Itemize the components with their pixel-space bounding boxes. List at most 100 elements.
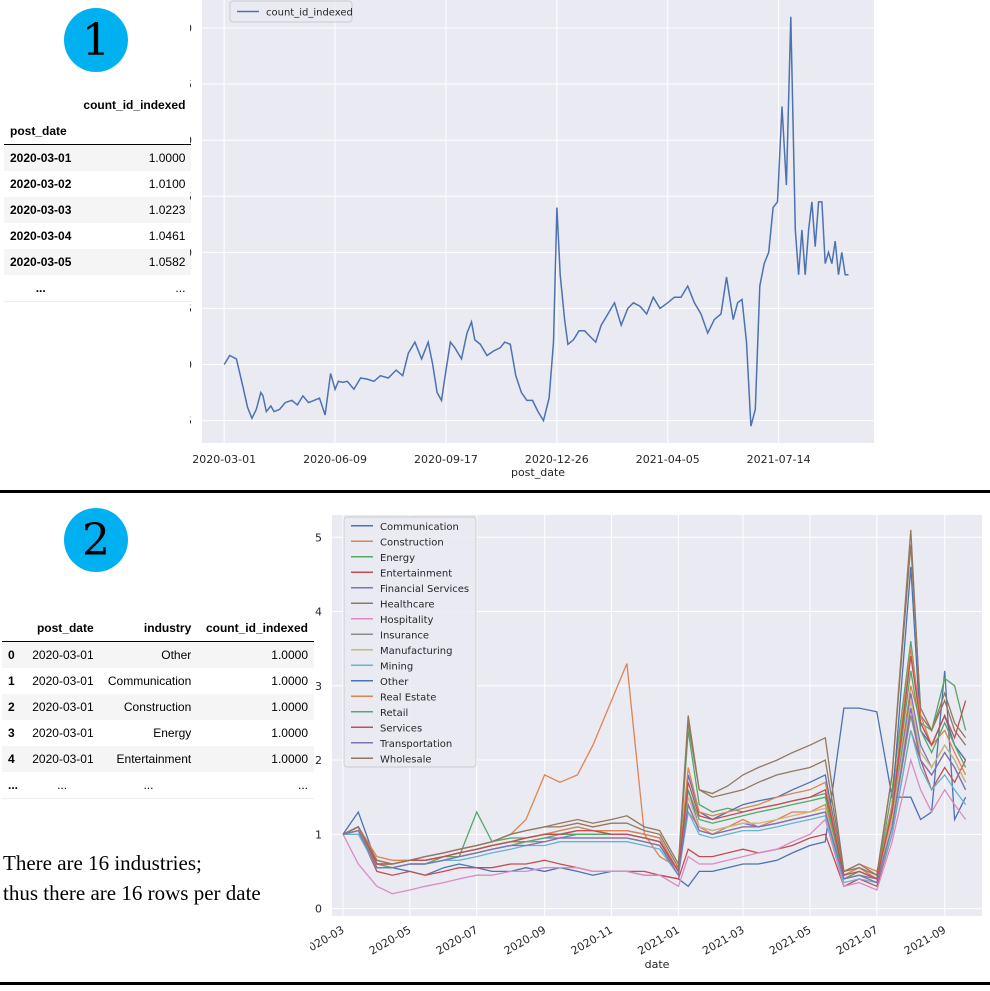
ellipsis-cell: ... (2, 772, 25, 799)
panel-1: 1 count_id_indexed post_date 2020-03-01 1… (0, 0, 990, 490)
legend-label: Entertainment (380, 568, 452, 579)
row-value: 1.0000 (197, 642, 314, 669)
row-date: 2020-03-03 (4, 197, 77, 223)
row-value: 1.0000 (197, 746, 314, 772)
x-tick-label: 2021-01 (636, 923, 682, 957)
df1-index-header: post_date (4, 118, 77, 145)
table-row-ellipsis: ... ... (4, 275, 191, 302)
row-date: 2020-03-01 (25, 694, 100, 720)
row-value: 1.0000 (197, 668, 314, 694)
row-index: 3 (2, 720, 25, 746)
legend-label: Construction (380, 537, 444, 548)
note-line-1: There are 16 industries; (3, 848, 261, 878)
legend-label: Wholesale (380, 754, 432, 765)
row-date: 2020-03-01 (25, 668, 100, 694)
y-tick-label: 4 (315, 606, 322, 619)
y-tick-label: 2.5 (190, 190, 192, 203)
x-tick-label: 2020-03 (310, 923, 346, 957)
table-row: 2020-03-01 1.0000 (4, 145, 191, 172)
df2-header-industry: industry (100, 615, 198, 642)
x-tick-label: 2021-07 (834, 923, 880, 957)
row-date: 2020-03-04 (4, 223, 77, 249)
panel-2: 2 post_date industry count_id_indexed 0 2… (0, 496, 990, 982)
y-tick-label: 5 (315, 531, 322, 544)
df2-header-date: post_date (25, 615, 100, 642)
badge-2: 2 (64, 508, 128, 572)
legend-label: count_id_indexed (266, 8, 353, 19)
row-value: 1.0223 (77, 197, 191, 223)
plot-area (202, 0, 874, 443)
ellipsis-cell: ... (100, 772, 198, 799)
y-tick-label: 1.5 (190, 302, 192, 315)
row-value: 1.0582 (77, 249, 191, 275)
row-industry: Construction (100, 694, 198, 720)
separator-top (0, 490, 990, 493)
chart-1: 0.5 1.0 1.5 2.0 2.5 3.0 3.5 4.0 2020-03-01 2020-0… (190, 0, 890, 490)
row-value: 1.0000 (197, 720, 314, 746)
legend-label: Retail (380, 708, 408, 719)
legend-label: Services (380, 723, 422, 734)
row-value: 1.0000 (197, 694, 314, 720)
x-tick-label: 2020-03-01 (192, 453, 256, 466)
x-tick-label: 2020-09 (502, 923, 548, 957)
row-index: 1 (2, 668, 25, 694)
row-date: 2020-03-01 (25, 746, 100, 772)
badge-1-label: 1 (82, 15, 110, 66)
legend-label: Real Estate (380, 692, 436, 703)
legend-label: Mining (380, 661, 413, 672)
x-tick-label: 2020-05 (367, 923, 413, 957)
y-tick-label: 2 (315, 754, 322, 767)
ellipsis-cell: ... (25, 772, 100, 799)
x-tick-label: 2020-09-17 (414, 453, 478, 466)
row-industry: Energy (100, 720, 198, 746)
legend-label: Hospitality (380, 615, 434, 626)
table-row: 1 2020-03-01 Communication 1.0000 (2, 668, 314, 694)
y-tick-label: 4.0 (190, 22, 192, 35)
badge-2-label: 2 (82, 515, 110, 566)
x-axis-label: post_date (511, 466, 565, 479)
table-row-ellipsis: ... ... ... ... (2, 772, 314, 799)
row-date: 2020-03-01 (25, 642, 100, 669)
legend-label: Financial Services (380, 584, 469, 595)
x-tick-label: 2020-11 (569, 923, 615, 957)
x-tick-label: 2021-04-05 (636, 453, 700, 466)
legend-label: Transportation (379, 739, 452, 750)
row-date: 2020-03-01 (4, 145, 77, 172)
table-row: 2 2020-03-01 Construction 1.0000 (2, 694, 314, 720)
legend-label: Other (380, 677, 409, 688)
row-value: 1.0100 (77, 171, 191, 197)
table-row: 2020-03-04 1.0461 (4, 223, 191, 249)
y-tick-label: 1 (315, 828, 322, 841)
ellipsis-cell: ... (197, 772, 314, 799)
x-tick-label: 2020-06-09 (303, 453, 367, 466)
row-value: 1.0000 (77, 145, 191, 172)
table-row: 2020-03-03 1.0223 (4, 197, 191, 223)
y-tick-label: 3.0 (190, 134, 192, 147)
row-value: 1.0461 (77, 223, 191, 249)
row-index: 0 (2, 642, 25, 669)
separator-bottom (0, 982, 990, 985)
table-row: 2020-03-05 1.0582 (4, 249, 191, 275)
x-tick-label: 2020-12-26 (525, 453, 589, 466)
legend-label: Insurance (380, 630, 429, 641)
legend-label: Healthcare (380, 599, 435, 610)
row-date: 2020-03-02 (4, 171, 77, 197)
df2-header-index (2, 615, 25, 642)
table-row: 0 2020-03-01 Other 1.0000 (2, 642, 314, 669)
note-line-2: thus there are 16 rows per date (3, 878, 261, 908)
df2-header-value: count_id_indexed (197, 615, 314, 642)
row-index: 4 (2, 746, 25, 772)
y-tick-label: 3 (315, 680, 322, 693)
y-tick-label: 1.0 (190, 358, 192, 371)
df1-index-header-blank (77, 118, 191, 145)
dataframe-2: post_date industry count_id_indexed 0 202… (2, 615, 314, 799)
explanation-note: There are 16 industries; thus there are … (3, 848, 261, 908)
row-industry: Other (100, 642, 198, 669)
x-tick-label: 2021-05 (767, 923, 813, 957)
row-date: 2020-03-05 (4, 249, 77, 275)
row-industry: Entertainment (100, 746, 198, 772)
y-tick-label: 2.0 (190, 246, 192, 259)
row-industry: Communication (100, 668, 198, 694)
legend-label: Energy (380, 553, 415, 564)
row-date: 2020-03-01 (25, 720, 100, 746)
